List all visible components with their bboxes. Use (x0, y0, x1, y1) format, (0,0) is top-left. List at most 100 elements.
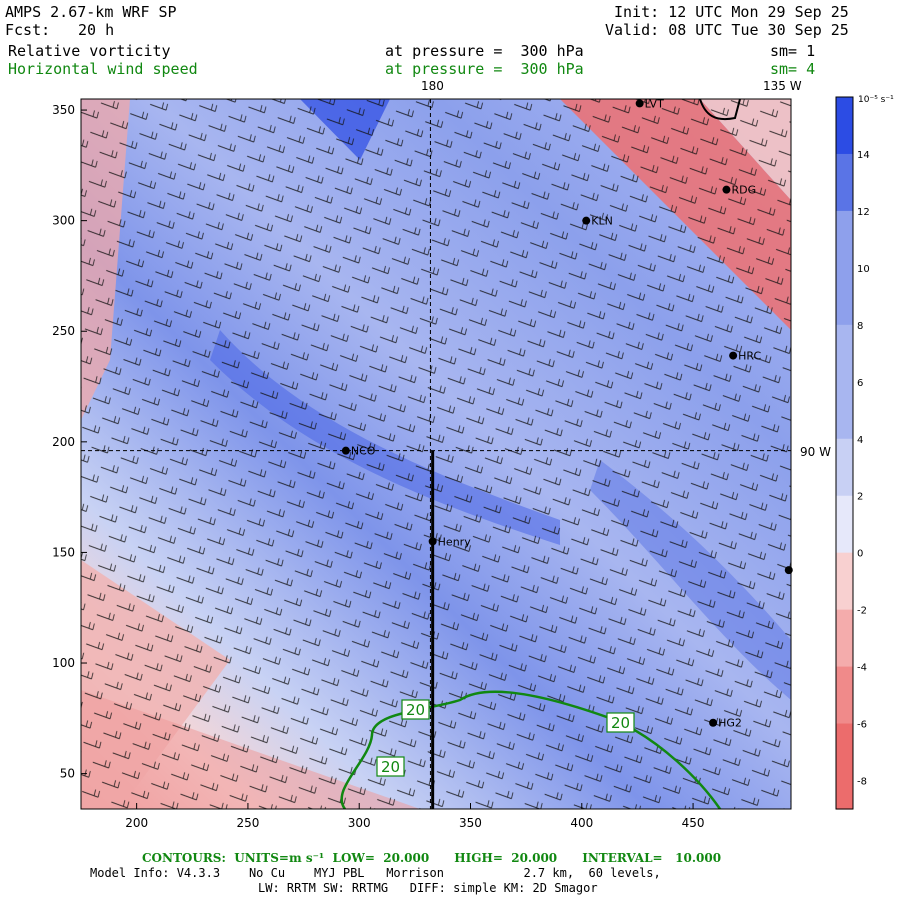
colorbar-swatch (836, 139, 853, 155)
colorbar-swatch (836, 481, 853, 497)
model-info-line1: Model Info: V4.3.3 No Cu MYJ PBL Morriso… (90, 866, 661, 880)
plot-frame (80, 98, 792, 810)
colorbar-swatch (836, 695, 853, 710)
colorbar-frame (835, 96, 854, 810)
contour-label: 20 (381, 758, 400, 776)
model-title: AMPS 2.67-km WRF SP (5, 3, 177, 21)
colorbar-swatch (836, 424, 853, 440)
colorbar-tick-label: -2 (857, 606, 867, 617)
colorbar-swatch (836, 709, 853, 725)
colorbar: 14 12 10 8 6 4 2 0 -2 -4 -6 -8 (835, 96, 870, 810)
contour-label-box (606, 712, 635, 733)
colorbar-swatch (836, 153, 853, 169)
colorbar-tick-label: -4 (857, 663, 867, 674)
station-dot (784, 566, 793, 575)
colorbar-swatch (836, 552, 853, 568)
contour-legend: CONTOURS: UNITS=m s⁻¹ LOW= 20.000 HIGH= … (142, 851, 722, 865)
y-tick-label: 150 (52, 545, 75, 559)
colorbar-swatch (836, 680, 853, 696)
colorbar-swatch (836, 524, 853, 540)
colorbar-tick-label: -8 (857, 777, 867, 788)
colorbar-swatch (836, 752, 853, 767)
colorbar-swatch (836, 794, 853, 810)
colorbar-swatch (836, 367, 853, 383)
colorbar-swatch (836, 638, 853, 653)
station-dot (722, 185, 731, 194)
colorbar-tick-label: 2 (857, 492, 863, 503)
station-dot (582, 216, 591, 225)
stations-layer: LVT RDG KLN HRC NCO Henry HG2 (341, 97, 793, 730)
colorbar-swatch (836, 495, 853, 511)
colorbar-swatch (836, 780, 853, 796)
colorbar-tick-label: 14 (857, 150, 870, 161)
y-tick-label: 50 (60, 767, 75, 781)
colorbar-swatch (836, 282, 853, 297)
colorbar-swatch (836, 310, 853, 326)
station-dot (729, 351, 738, 360)
colorbar-swatch (836, 196, 853, 212)
station-dot (341, 446, 350, 455)
y-tick-label: 100 (52, 656, 75, 670)
field1-smoothing: sm= 1 (770, 42, 816, 60)
colorbar-swatch (836, 97, 853, 112)
colorbar-swatch (836, 381, 853, 397)
field2-name: Horizontal wind speed (8, 60, 198, 78)
model-info-line2: LW: RRTM SW: RRTMG DIFF: simple KM: 2D S… (258, 881, 598, 895)
valid-time: Valid: 08 UTC Tue 30 Sep 25 (605, 21, 849, 39)
x-tick-label: 200 (125, 816, 148, 830)
station-dot (635, 99, 644, 108)
field2-level: at pressure = 300 hPa (385, 60, 584, 78)
x-tick-label: 250 (236, 816, 259, 830)
colorbar-swatch (836, 438, 853, 454)
station-label: Henry (438, 535, 472, 548)
init-time: Init: 12 UTC Mon 29 Sep 25 (614, 3, 849, 21)
meridian-135-label: 135 W (763, 79, 802, 93)
colorbar-tick-label: 12 (857, 207, 870, 218)
colorbar-tick-label: 8 (857, 321, 863, 332)
shaded-field (81, 99, 791, 809)
station-label: RDG (731, 184, 756, 197)
contour-label: 20 (406, 701, 425, 719)
parallel-label: 90 W (800, 445, 831, 459)
colorbar-swatch (836, 296, 853, 312)
station-dot (428, 537, 437, 546)
station-label: HG2 (718, 717, 742, 730)
colorbar-swatch (836, 581, 853, 596)
colorbar-tick-label: 0 (857, 549, 863, 560)
x-tick-label: 300 (348, 816, 371, 830)
station-dot (709, 718, 718, 727)
colorbar-swatch (836, 111, 853, 127)
colorbar-swatch (836, 509, 853, 525)
colorbar-swatch (836, 623, 853, 639)
colorbar-units: 10⁻⁵ s⁻¹ (858, 95, 894, 105)
colorbar-swatch (836, 666, 853, 682)
colorbar-swatch (836, 595, 853, 611)
colorbar-swatch (836, 766, 853, 782)
coastline (699, 99, 741, 120)
station-label: KLN (591, 215, 613, 228)
colorbar-swatch (836, 652, 853, 668)
colorbar-swatch (836, 253, 853, 269)
x-axis: 200 250 300 350 400 450 (125, 803, 705, 830)
colorbar-tick-label: 4 (857, 435, 863, 446)
contour-label-box (376, 756, 405, 777)
colorbar-swatch (836, 339, 853, 354)
station-label: NCO (351, 445, 376, 458)
colorbar-tick-label: -6 (857, 720, 867, 731)
station-label: HRC (738, 350, 761, 363)
forecast-label: Fcst: (5, 21, 51, 39)
colorbar-swatch (836, 566, 853, 582)
field2-smoothing: sm= 4 (770, 60, 816, 78)
colorbar-swatch (836, 125, 853, 141)
y-tick-label: 250 (52, 324, 75, 338)
colorbar-swatch (836, 538, 853, 554)
colorbar-tick-label: 10 (857, 264, 870, 275)
field1-name: Relative vorticity (8, 42, 171, 60)
colorbar-swatch (836, 182, 853, 198)
colorbar-swatch (836, 723, 853, 739)
x-tick-label: 350 (459, 816, 482, 830)
colorbar-swatch (836, 324, 853, 340)
contour-labels: 20 20 20 (376, 699, 635, 777)
colorbar-swatch (836, 467, 853, 483)
